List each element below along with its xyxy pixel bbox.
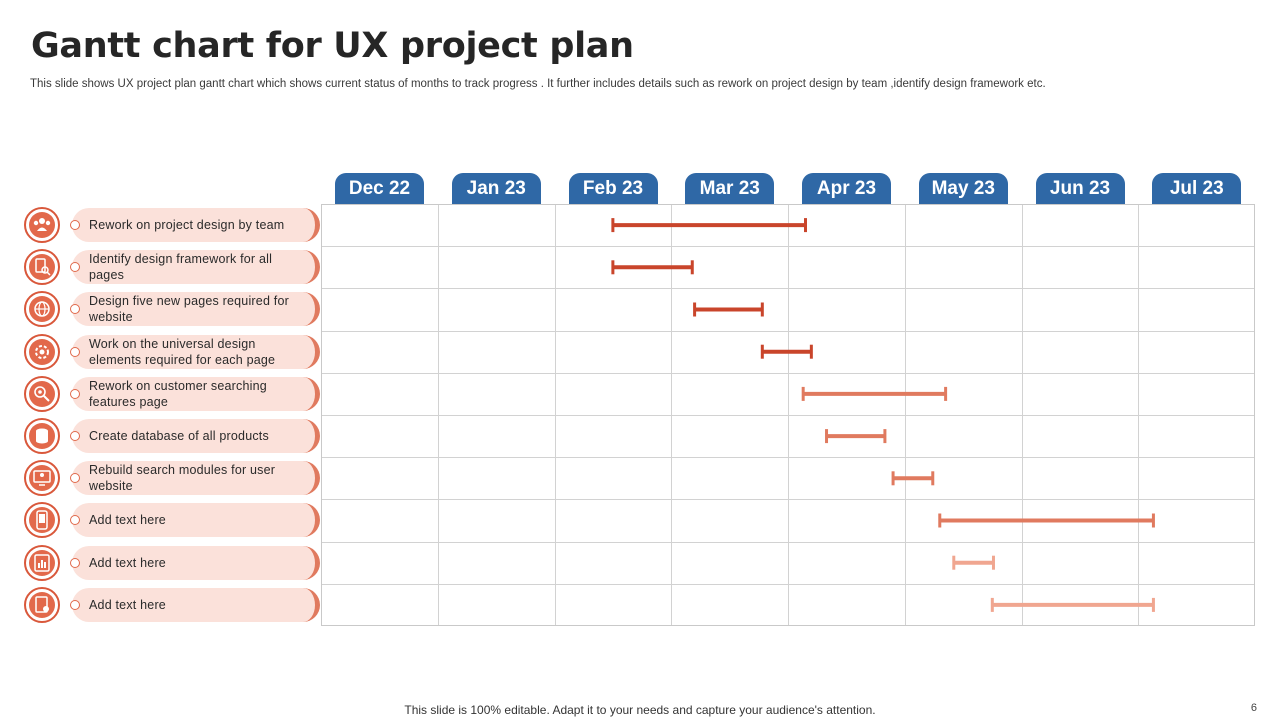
task-bullet (70, 304, 80, 315)
grid-row-line (322, 246, 1254, 248)
task-bullet (70, 262, 80, 273)
slide-footer: This slide is 100% editable. Adapt it to… (404, 703, 876, 717)
grid-row-line (322, 499, 1254, 501)
task-label: Add text here (89, 513, 166, 528)
team-icon (24, 207, 60, 243)
document-search-icon (24, 249, 60, 286)
tablet-chart-icon (24, 544, 60, 581)
month-header: Jan 23 (451, 173, 541, 204)
page-number: 6 (1250, 702, 1257, 714)
task-bullet (70, 220, 80, 230)
slide-subtitle: This slide shows UX project plan gantt c… (30, 78, 1046, 90)
month-header: Mar 23 (685, 173, 775, 204)
slide-title: Gantt chart for UX project plan (31, 26, 634, 66)
task-bullet (70, 431, 80, 441)
task-row: Add text here (0, 499, 322, 541)
document-gear-icon (24, 586, 60, 623)
database-icon (24, 418, 60, 454)
task-row: Add text here (0, 542, 322, 584)
grid-row-line (322, 330, 1254, 332)
task-pill (72, 587, 320, 622)
gantt-grid (321, 204, 1255, 626)
task-bullet (70, 599, 80, 610)
task-pill (72, 419, 320, 453)
task-pill (72, 376, 320, 411)
task-row: Identify design framework for all pages (0, 246, 322, 288)
month-header: Apr 23 (802, 173, 891, 204)
month-header: Feb 23 (568, 173, 658, 204)
grid-row-line (322, 288, 1254, 290)
task-pill (72, 208, 320, 242)
task-label: Rework on project design by team (89, 218, 285, 232)
task-bullet (70, 557, 80, 568)
month-header: May 23 (918, 173, 1008, 204)
task-pill (72, 292, 320, 327)
task-row: Rebuild search modules for user website (0, 457, 322, 499)
grid-row-line (322, 372, 1254, 374)
task-label: Identify design framework for all pages (89, 252, 273, 283)
task-row: Create database of all products (0, 415, 322, 457)
month-header: Dec 22 (335, 173, 424, 204)
task-bullet (70, 388, 80, 399)
task-pill (72, 250, 320, 285)
task-pill (72, 334, 320, 369)
task-label: Rebuild search modules for user website (89, 463, 276, 494)
task-row: Rework on customer searching features pa… (0, 373, 322, 415)
task-label: Rework on customer searching features pa… (89, 378, 267, 409)
grid-row-line (322, 541, 1254, 543)
task-row: Design five new pages required for websi… (0, 288, 322, 330)
task-row: Add text here (0, 584, 322, 626)
task-bullet (70, 346, 80, 357)
task-label: Design five new pages required for websi… (89, 294, 289, 325)
task-row: Work on the universal design elements re… (0, 331, 322, 373)
grid-row-line (322, 457, 1254, 459)
task-row: Rework on project design by team (0, 204, 322, 246)
task-bullet (70, 515, 80, 526)
grid-row-line (322, 415, 1254, 416)
gear-globe-icon (24, 333, 60, 370)
task-label: Add text here (89, 555, 166, 570)
search-gear-icon (24, 375, 60, 412)
task-pill (72, 461, 320, 496)
task-label: Create database of all products (89, 429, 269, 443)
task-bullet (70, 473, 80, 484)
month-header: Jun 23 (1035, 173, 1125, 204)
monitor-user-icon (24, 460, 60, 497)
web-globe-icon (24, 291, 60, 328)
mobile-app-icon (24, 502, 60, 539)
task-label: Add text here (89, 597, 166, 612)
task-pill (72, 503, 320, 538)
month-header: Jul 23 (1152, 173, 1242, 204)
grid-row-line (322, 583, 1254, 585)
task-pill (72, 545, 320, 580)
task-label: Work on the universal design elements re… (89, 336, 276, 367)
